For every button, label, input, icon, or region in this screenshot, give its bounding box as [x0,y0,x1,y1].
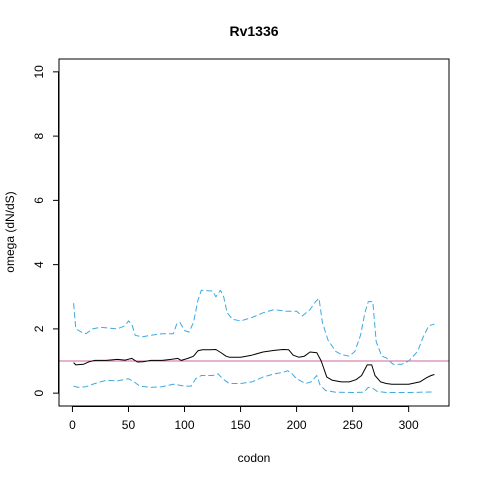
omega-line [73,349,435,385]
y-axis: 0 2 4 6 8 10 [32,65,59,396]
upper-bound-line [73,289,435,365]
plot-area [59,289,449,393]
y-tick-label: 6 [32,197,46,204]
x-tick-label: 300 [399,418,419,432]
lower-bound-line [73,370,435,393]
x-tick-label: 100 [175,418,195,432]
chart-title: Rv1336 [229,23,278,39]
x-tick-label: 0 [69,418,76,432]
x-tick-label: 150 [231,418,251,432]
x-tick-label: 50 [122,418,136,432]
x-axis: 0 50 100 150 200 250 300 [69,406,419,432]
y-tick-label: 2 [32,325,46,332]
y-axis-label: omega (dN/dS) [3,191,17,272]
x-axis-label: codon [238,451,271,465]
y-tick-label: 10 [32,65,46,79]
y-tick-label: 8 [32,132,46,139]
x-tick-label: 250 [343,418,363,432]
y-tick-label: 4 [32,261,46,268]
x-tick-label: 200 [287,418,307,432]
y-tick-label: 0 [32,389,46,396]
